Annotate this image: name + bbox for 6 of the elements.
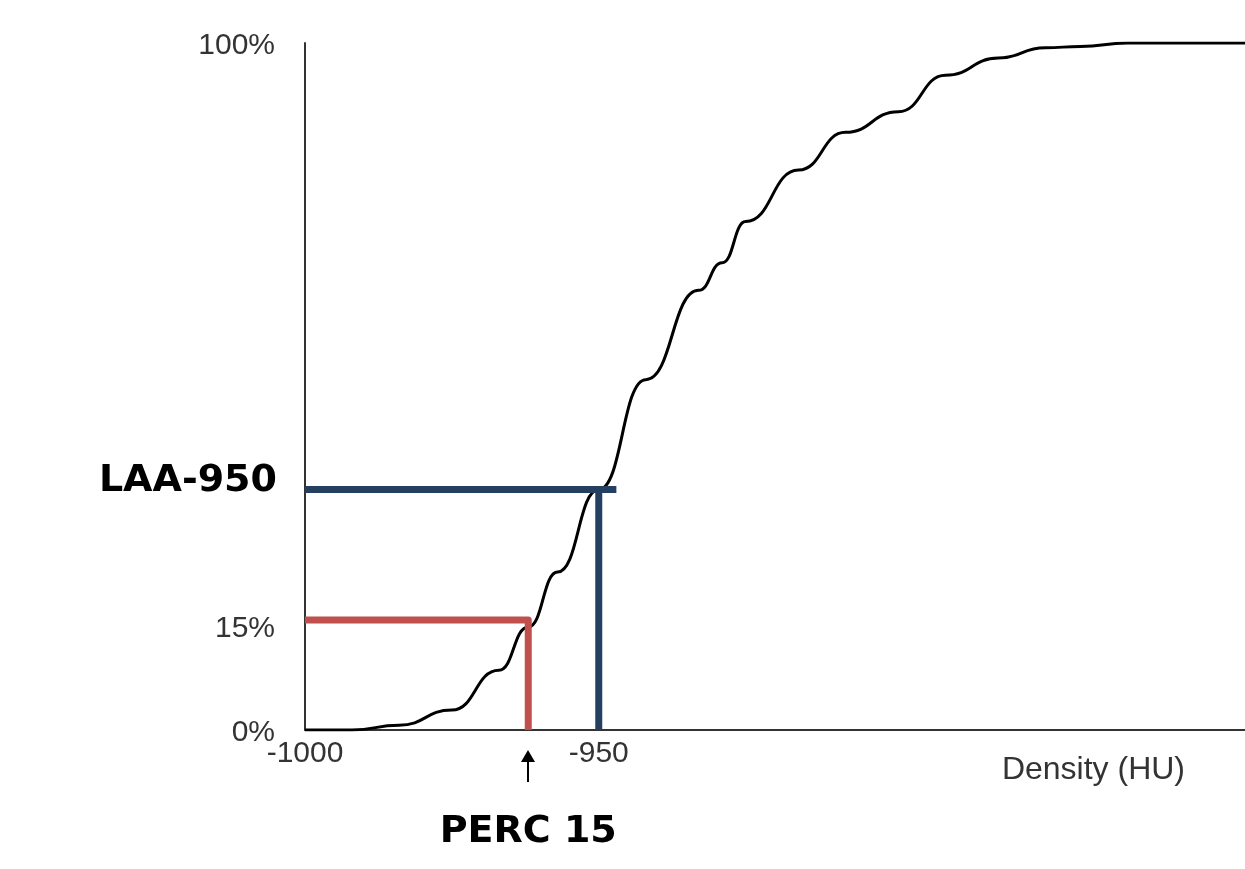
x-axis-title: Density (HU) (1001, 750, 1185, 786)
annotation: PERC 15 (439, 807, 617, 851)
y-tick-label: 100% (198, 26, 275, 60)
y-tick-label: 15% (214, 610, 275, 644)
x-tick-label: -950 (568, 734, 629, 768)
annotation: LAA-950 (98, 455, 277, 500)
